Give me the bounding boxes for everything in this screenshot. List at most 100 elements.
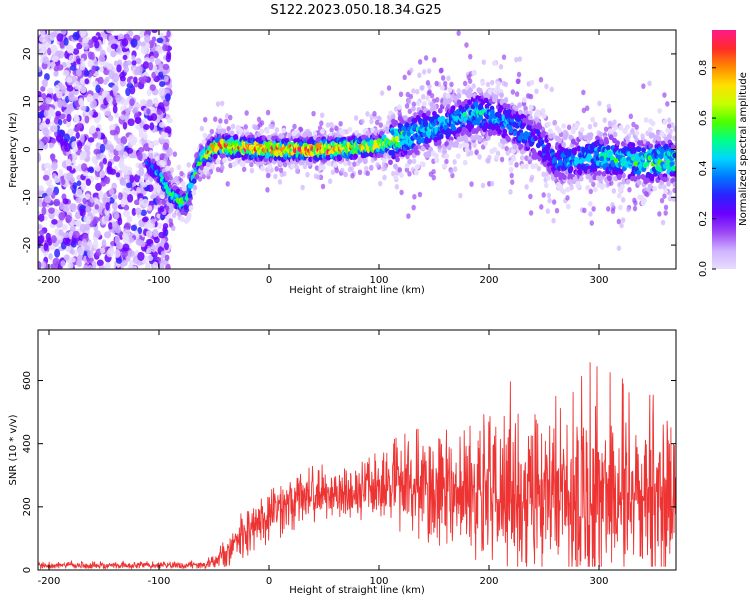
spectrogram-cell xyxy=(290,163,296,169)
spectrogram-cell xyxy=(116,64,122,73)
spectrogram-cell xyxy=(146,99,153,108)
spectrogram-cell xyxy=(307,131,313,138)
spectrogram-cell xyxy=(77,246,85,255)
spectrogram-cell xyxy=(136,151,143,161)
spectrogram-cell xyxy=(410,166,416,173)
spectrogram-cell xyxy=(545,208,551,214)
spectrogram-cell xyxy=(505,103,511,110)
spectrogram-cell xyxy=(228,114,233,121)
spectrogram-cell xyxy=(87,39,95,49)
spectrogram-cell xyxy=(533,135,539,142)
spectrogram-cell xyxy=(133,199,141,206)
spectrogram-cell xyxy=(52,124,58,133)
spectrogram-plot-area xyxy=(38,30,676,269)
spectrogram-cell xyxy=(144,185,150,192)
spectrogram-cell xyxy=(414,149,420,156)
spectrogram-cell xyxy=(514,162,519,168)
spectrogram-cell xyxy=(411,106,416,112)
spectrogram-cell xyxy=(243,124,248,130)
spectrogram-cell xyxy=(112,201,118,211)
spectrogram-cell xyxy=(469,181,474,187)
spectrogram-cell xyxy=(163,155,169,162)
spectrogram-cell xyxy=(230,123,236,130)
spectrogram-cell xyxy=(464,147,470,153)
spectrogram-cell xyxy=(125,112,130,119)
spectrogram-cell xyxy=(99,66,104,73)
spectrogram-cell xyxy=(576,145,582,152)
spectrogram-cell xyxy=(69,203,77,211)
spectrogram-cell xyxy=(454,140,459,147)
spectrogram-cell xyxy=(264,128,270,134)
spectrogram-cell xyxy=(320,148,326,154)
spectrogram-cell xyxy=(320,183,326,190)
spectrogram-cell xyxy=(41,136,49,144)
spectrogram-cell xyxy=(244,110,249,116)
spectrogram-cell xyxy=(561,174,567,181)
spectrogram-cell xyxy=(143,34,151,44)
spectrogram-cell xyxy=(394,184,400,190)
spectrogram-cell xyxy=(350,172,355,179)
spectrogram-cell xyxy=(80,182,87,191)
spectrogram-cell xyxy=(143,172,150,181)
spectrogram-cell xyxy=(140,45,148,55)
spectrogram-cell xyxy=(50,137,57,144)
spectrogram-cell xyxy=(135,207,142,215)
spectrogram-cell xyxy=(84,115,90,124)
spectrogram-cell xyxy=(378,122,383,128)
spectrogram-cell xyxy=(493,94,499,100)
spectrogram-cell xyxy=(329,127,334,133)
spectrogram-cell xyxy=(61,30,67,35)
spectrogram-cell xyxy=(503,81,509,88)
spectrogram-cell xyxy=(45,118,51,125)
spectrogram-cell xyxy=(273,173,278,180)
spectrogram-cell xyxy=(546,121,551,128)
spectrogram-cell xyxy=(160,131,166,140)
spectrogram-cell xyxy=(72,182,78,190)
spectrogram-cell xyxy=(111,221,118,229)
spectrogram-cell xyxy=(619,183,625,190)
spectrogram-cell xyxy=(484,113,490,120)
spectrogram-cell xyxy=(79,86,87,94)
spectrogram-cell xyxy=(378,180,383,187)
spectrogram-cell xyxy=(467,99,473,105)
spectrogram-cell xyxy=(151,244,156,253)
spectrogram-cell xyxy=(487,88,493,95)
spectrogram-cell xyxy=(125,87,131,97)
spectrogram-cell xyxy=(43,242,49,252)
spectrogram-cell xyxy=(403,149,408,155)
spectrogram-cell xyxy=(528,210,534,216)
spectrogram-cell xyxy=(38,111,45,118)
spectrogram-cell xyxy=(490,79,495,86)
spectrogram-cell xyxy=(162,63,170,71)
spectrogram-cell xyxy=(53,71,59,77)
spectrogram-cell xyxy=(126,147,134,154)
spectrogram-cell xyxy=(528,141,534,147)
spectrogram-cell xyxy=(92,111,99,118)
spectrogram-cell xyxy=(625,179,631,185)
spectrogram-cell xyxy=(106,249,114,258)
spectrogram-cell xyxy=(224,118,229,125)
spectrogram-cell xyxy=(428,171,434,177)
spectrogram-cell xyxy=(477,136,483,142)
spectrogram-cell xyxy=(104,76,110,83)
spectrogram-cell xyxy=(41,261,47,269)
spectrogram-cell xyxy=(616,218,622,225)
spectrogram-cell xyxy=(326,160,332,167)
spectrogram-cell xyxy=(450,105,456,111)
spectrogram-cell xyxy=(516,71,522,78)
spectrogram-cell xyxy=(477,154,482,160)
spectrogram-cell xyxy=(492,146,498,153)
spectrogram-cell xyxy=(485,81,491,88)
spectrogram-cell xyxy=(546,192,552,199)
spectrogram-cell xyxy=(446,131,451,138)
spectrogram-cell xyxy=(539,204,544,210)
spectrogram-cell xyxy=(103,192,108,202)
spectrogram-cell xyxy=(50,263,57,269)
spectrogram-cell xyxy=(139,177,144,186)
spectrogram-cell xyxy=(96,130,102,140)
spectrogram-cell xyxy=(163,75,169,83)
spectrogram-cell xyxy=(422,100,427,107)
spectrogram-cell xyxy=(84,223,91,231)
spectrogram-cell xyxy=(382,174,387,181)
spectrogram-cell xyxy=(588,132,594,138)
